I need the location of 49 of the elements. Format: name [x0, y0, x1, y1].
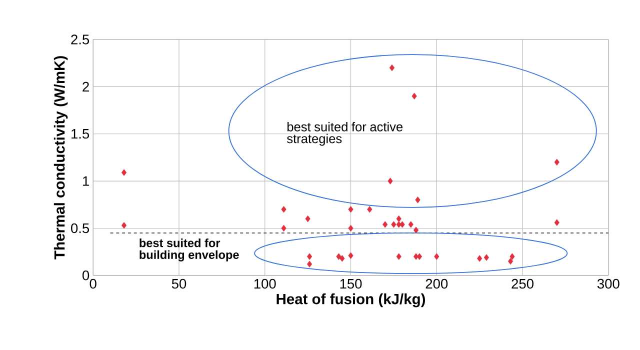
y-tick-label: 0 [82, 270, 90, 280]
point [306, 260, 312, 268]
y-tick-label: 0.5 [71, 223, 90, 233]
y-tick-label: 2 [82, 82, 89, 92]
point [306, 252, 312, 260]
point [389, 64, 395, 71]
point [340, 254, 345, 262]
x-tick-label: 200 [426, 278, 448, 288]
point [510, 252, 515, 260]
point [281, 206, 286, 212]
x-tick-label: 150 [340, 278, 362, 288]
annotation: best suited for active strategies [287, 122, 403, 146]
x-tick-label: 0 [90, 278, 96, 288]
point [484, 254, 490, 261]
point [413, 226, 419, 234]
point [348, 252, 354, 259]
point [367, 206, 372, 212]
point [348, 206, 354, 212]
point [434, 252, 440, 260]
point [388, 177, 393, 184]
point [412, 92, 417, 100]
y-tick-label: 1.5 [72, 128, 90, 138]
y-tick-label: 1 [83, 176, 89, 186]
point [508, 258, 514, 264]
point [554, 158, 560, 166]
x-tick-label: 300 [597, 278, 620, 288]
point [348, 224, 354, 232]
annotation: best suited for building envelope [140, 238, 239, 262]
point [281, 224, 286, 232]
x-tick-label: 100 [254, 278, 276, 288]
point [382, 220, 388, 228]
point [554, 219, 560, 226]
x-tick-label: 50 [172, 278, 186, 288]
point [415, 196, 420, 204]
point [305, 215, 310, 222]
point [396, 252, 402, 260]
y-axis-title: Thermal conductivity (W/mK) [54, 56, 68, 260]
x-tick-label: 250 [512, 278, 534, 288]
point [396, 215, 402, 222]
point [336, 252, 342, 260]
point [121, 168, 127, 176]
y-tick-label: 2.5 [71, 34, 90, 44]
point [391, 220, 396, 228]
x-axis-title: Heat of fusion (kJ/kg) [276, 293, 426, 308]
point [400, 220, 405, 228]
point [416, 252, 422, 260]
point [121, 222, 127, 229]
point [408, 220, 414, 228]
point [477, 254, 482, 262]
